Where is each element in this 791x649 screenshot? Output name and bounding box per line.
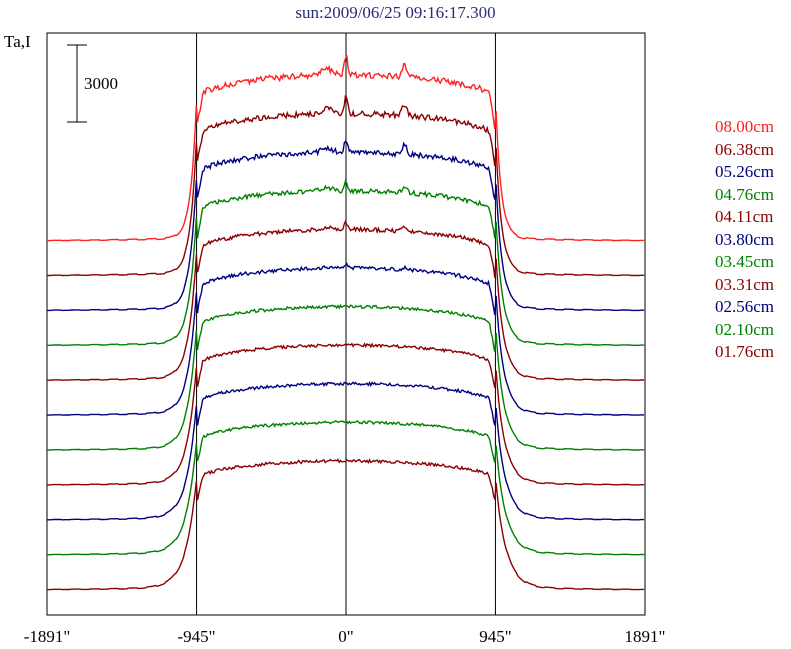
- series-line-03.45cm: [47, 303, 645, 451]
- chart-title: sun:2009/06/25 09:16:17.300: [295, 3, 496, 22]
- series-line-01.76cm: [47, 458, 645, 591]
- legend-entry: 04.11cm: [715, 207, 774, 226]
- legend-entry: 02.10cm: [715, 319, 775, 339]
- legend-entry: 03.80cm: [715, 229, 775, 249]
- legend-entry: 04.76cm: [715, 184, 775, 204]
- series-line-08.00cm: [47, 54, 645, 242]
- x-tick-label-2: 0": [338, 627, 353, 646]
- series-line-04.11cm: [47, 219, 645, 381]
- legend-entry: 03.31cm: [715, 274, 775, 294]
- x-tick-label-4: 1891": [625, 627, 666, 646]
- legend: 08.00cm 06.38cm 05.26cm 04.76cm 04.11cm 03.80…: [715, 116, 774, 364]
- series-line-05.26cm: [47, 140, 645, 312]
- legend-entry: 02.56cm: [715, 297, 775, 316]
- x-tick-label-0: -1891": [24, 627, 71, 646]
- series-line-04.76cm: [47, 178, 645, 346]
- legend-entry: 06.38cm: [715, 139, 775, 159]
- series-line-06.38cm: [47, 94, 645, 277]
- scale-bar: 3000: [67, 44, 118, 123]
- legend-entry: 01.76cm: [715, 342, 775, 361]
- scale-bar-label: 3000: [84, 74, 118, 93]
- series-line-02.56cm: [47, 380, 645, 521]
- series-line-03.80cm: [47, 262, 645, 416]
- series-line-03.31cm: [47, 342, 645, 486]
- x-tick-label-1: -945": [178, 627, 216, 646]
- x-tick-label-3: 945": [479, 627, 511, 646]
- series-line-02.10cm: [47, 420, 645, 556]
- y-axis-label: Ta,I: [4, 32, 31, 51]
- legend-entry: 05.26cm: [715, 162, 775, 181]
- legend-entry: 08.00cm: [715, 117, 775, 136]
- legend-entry: 03.45cm: [715, 252, 775, 271]
